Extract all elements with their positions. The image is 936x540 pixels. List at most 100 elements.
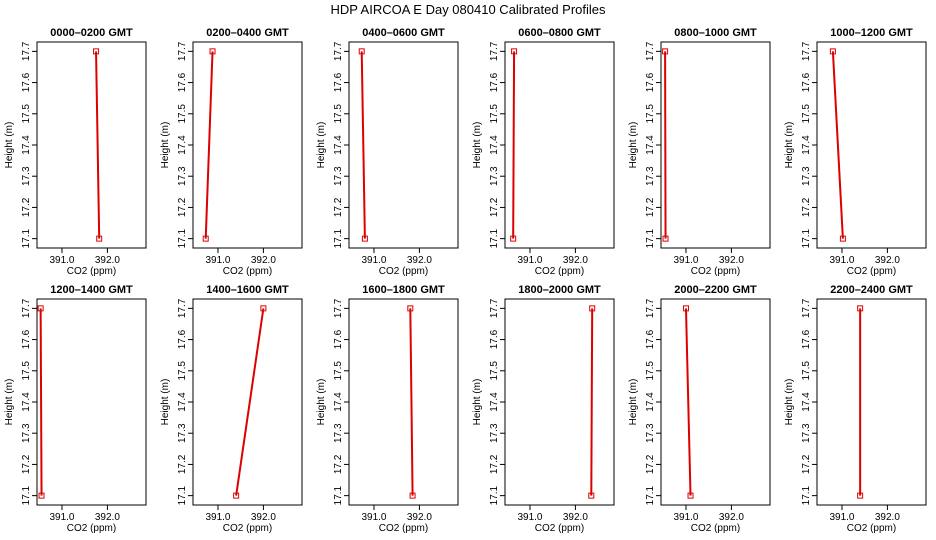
x-axis-label: CO2 (ppm) [379, 523, 428, 534]
y-tick-label: 17.4 [333, 135, 344, 155]
x-tick-label: 391.0 [49, 512, 74, 523]
panel-grid: 0000–0200 GMT 391.0 392.0 17.1 17.2 17.3 17.4 1… [4, 27, 927, 534]
x-tick-label: 391.0 [673, 255, 698, 266]
y-tick-label: 17.4 [489, 392, 500, 412]
y-axis-label: Height (m) [160, 379, 171, 426]
x-tick-label: 392.0 [719, 512, 744, 523]
y-axis-label: Height (m) [472, 379, 483, 426]
panel-title: 0000–0200 GMT [50, 27, 133, 39]
plot-frame [504, 41, 615, 249]
y-tick-label: 17.5 [801, 104, 812, 124]
y-tick-label: 17.5 [333, 361, 344, 381]
y-tick-label: 17.3 [489, 423, 500, 443]
y-tick-label: 17.5 [21, 361, 32, 381]
y-tick-label: 17.6 [489, 72, 500, 92]
panel-1: 0200–0400 GMT 391.0 392.0 17.1 17.2 17.3 17.4 1… [160, 27, 303, 277]
profile-line [831, 51, 844, 239]
panel-8: 1600–1800 GMT 391.0 392.0 17.1 17.2 17.3 17.4 1… [316, 284, 459, 534]
y-tick-label: 17.2 [489, 454, 500, 474]
y-tick-label: 17.3 [645, 166, 656, 186]
data-point [687, 492, 694, 499]
data-point [361, 235, 368, 242]
plot-frame [660, 41, 771, 249]
data-point [37, 305, 44, 312]
profile-line [95, 51, 101, 239]
panel-2: 0400–0600 GMT 391.0 392.0 17.1 17.2 17.3 17.4 1… [316, 27, 459, 277]
x-axis-label: CO2 (ppm) [847, 266, 896, 277]
y-tick-label: 17.1 [333, 228, 344, 248]
panel-11: 2200–2400 GMT 391.0 392.0 17.1 17.2 17.3 17.4 1… [784, 284, 927, 534]
profile-line [590, 308, 594, 496]
x-axis-label: CO2 (ppm) [223, 523, 272, 534]
y-tick-label: 17.4 [645, 135, 656, 155]
y-tick-label: 17.1 [333, 485, 344, 505]
data-point [682, 305, 689, 312]
y-tick-label: 17.7 [333, 298, 344, 318]
y-tick-label: 17.1 [489, 228, 500, 248]
data-point [209, 48, 216, 55]
y-tick-label: 17.6 [645, 329, 656, 349]
plot-frame [504, 298, 615, 506]
x-tick-label: 392.0 [251, 512, 276, 523]
panel-title: 1200–1400 GMT [50, 284, 133, 296]
y-axis-label: Height (m) [4, 122, 15, 169]
y-tick-label: 17.7 [801, 41, 812, 61]
data-point [93, 48, 100, 55]
y-axis-label: Height (m) [628, 122, 639, 169]
x-tick-label: 392.0 [95, 512, 120, 523]
y-tick-label: 17.3 [489, 166, 500, 186]
y-tick-label: 17.7 [489, 41, 500, 61]
y-tick-label: 17.2 [333, 197, 344, 217]
figure-title: HDP AIRCOA E Day 080410 Calibrated Profi… [330, 2, 606, 17]
y-tick-label: 17.4 [333, 392, 344, 412]
y-tick-label: 17.4 [801, 135, 812, 155]
y-tick-label: 17.3 [177, 166, 188, 186]
panel-title: 0600–0800 GMT [518, 27, 601, 39]
data-point [407, 305, 414, 312]
y-tick-label: 17.2 [801, 197, 812, 217]
y-tick-label: 17.6 [177, 329, 188, 349]
data-point [510, 235, 517, 242]
y-tick-label: 17.6 [645, 72, 656, 92]
y-tick-label: 17.6 [489, 329, 500, 349]
x-tick-label: 392.0 [875, 512, 900, 523]
x-axis-label: CO2 (ppm) [223, 266, 272, 277]
plot-frame [348, 298, 459, 506]
y-tick-label: 17.1 [801, 228, 812, 248]
y-tick-label: 17.2 [21, 197, 32, 217]
y-tick-label: 17.3 [333, 423, 344, 443]
y-tick-label: 17.5 [801, 361, 812, 381]
y-tick-label: 17.7 [333, 41, 344, 61]
y-tick-label: 17.2 [333, 454, 344, 474]
y-tick-label: 17.6 [333, 72, 344, 92]
y-tick-label: 17.5 [21, 104, 32, 124]
plot-frame [816, 298, 927, 506]
y-tick-label: 17.1 [21, 228, 32, 248]
y-tick-label: 17.1 [645, 228, 656, 248]
profile-line [684, 308, 692, 496]
profile-line [512, 51, 516, 239]
y-tick-label: 17.1 [177, 485, 188, 505]
y-tick-label: 17.6 [801, 329, 812, 349]
y-tick-label: 17.1 [21, 485, 32, 505]
y-tick-label: 17.6 [21, 72, 32, 92]
panel-title: 0800–1000 GMT [674, 27, 757, 39]
y-tick-label: 17.5 [333, 104, 344, 124]
x-tick-label: 391.0 [829, 255, 854, 266]
y-axis-label: Height (m) [160, 122, 171, 169]
data-point [588, 492, 595, 499]
panel-3: 0600–0800 GMT 391.0 392.0 17.1 17.2 17.3 17.4 1… [472, 27, 615, 277]
data-point [662, 235, 669, 242]
y-axis-label: Height (m) [316, 379, 327, 426]
x-tick-label: 391.0 [49, 255, 74, 266]
y-tick-label: 17.4 [21, 392, 32, 412]
data-point [511, 48, 518, 55]
x-tick-label: 391.0 [829, 512, 854, 523]
panel-4: 0800–1000 GMT 391.0 392.0 17.1 17.2 17.3 17.4 1… [628, 27, 771, 277]
y-tick-label: 17.6 [21, 329, 32, 349]
profile-line [235, 308, 265, 496]
x-tick-label: 391.0 [361, 255, 386, 266]
x-axis-label: CO2 (ppm) [535, 266, 584, 277]
plot-frame [36, 298, 147, 506]
x-tick-label: 392.0 [875, 255, 900, 266]
